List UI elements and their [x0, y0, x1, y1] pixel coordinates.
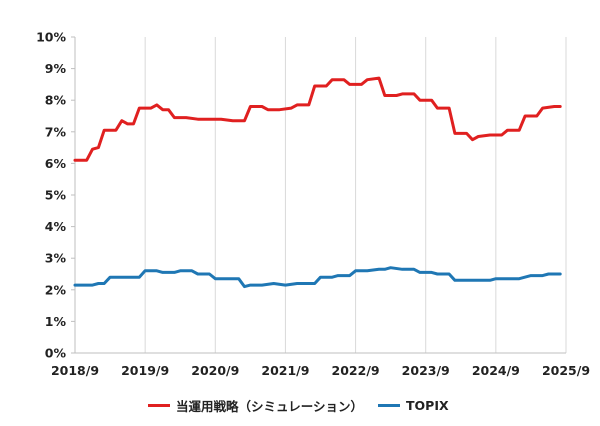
series — [73, 76, 562, 289]
x-axis-ticks: 2018/9 2019/9 2020/9 2021/9 2022/9 2023/9 2024… — [51, 363, 590, 378]
legend-swatch-topix — [378, 403, 400, 407]
legend-item-strategy: 当運用戦略（シミュレーション） — [148, 393, 363, 417]
y-tick-label: 0% — [45, 346, 67, 361]
axes — [74, 37, 567, 354]
x-tick-label: 2021/9 — [261, 363, 309, 378]
series-line-strategy — [73, 76, 562, 162]
y-tick-label: 9% — [45, 61, 67, 76]
grid — [144, 37, 497, 353]
y-tick-label: 6% — [45, 156, 67, 171]
y-tick-label: 10% — [36, 30, 66, 45]
x-tick-label: 2019/9 — [121, 363, 169, 378]
y-tick-label: 5% — [45, 188, 67, 203]
series-line-topix — [73, 266, 562, 289]
x-tick-label: 2022/9 — [332, 363, 380, 378]
y-tick-label: 1% — [45, 314, 67, 329]
chart-canvas: 0% 1% 2% 3% 4% 5% 6% 7% 8% 9% 10% 2018/9 2019/9 2020… — [36, 30, 590, 379]
x-tick-label: 2023/9 — [402, 363, 450, 378]
y-tick-label: 3% — [45, 251, 67, 266]
x-tick-label: 2024/9 — [472, 363, 520, 378]
x-tick-label: 2018/9 — [51, 363, 99, 378]
y-tick-label: 4% — [45, 219, 67, 234]
x-tick-label: 2020/9 — [191, 363, 239, 378]
y-axis-ticks: 0% 1% 2% 3% 4% 5% 6% 7% 8% 9% 10% — [36, 30, 75, 361]
legend-label-topix: TOPIX — [406, 397, 449, 413]
y-tick-label: 7% — [45, 124, 67, 139]
y-tick-label: 8% — [45, 93, 67, 108]
legend-label-strategy: 当運用戦略（シミュレーション） — [176, 398, 364, 414]
y-tick-label: 2% — [45, 282, 67, 297]
legend-item-topix: TOPIX — [378, 393, 449, 417]
legend: 当運用戦略（シミュレーション） TOPIX — [0, 393, 600, 417]
x-tick-label: 2025/9 — [542, 363, 590, 378]
legend-swatch-strategy — [148, 403, 170, 407]
